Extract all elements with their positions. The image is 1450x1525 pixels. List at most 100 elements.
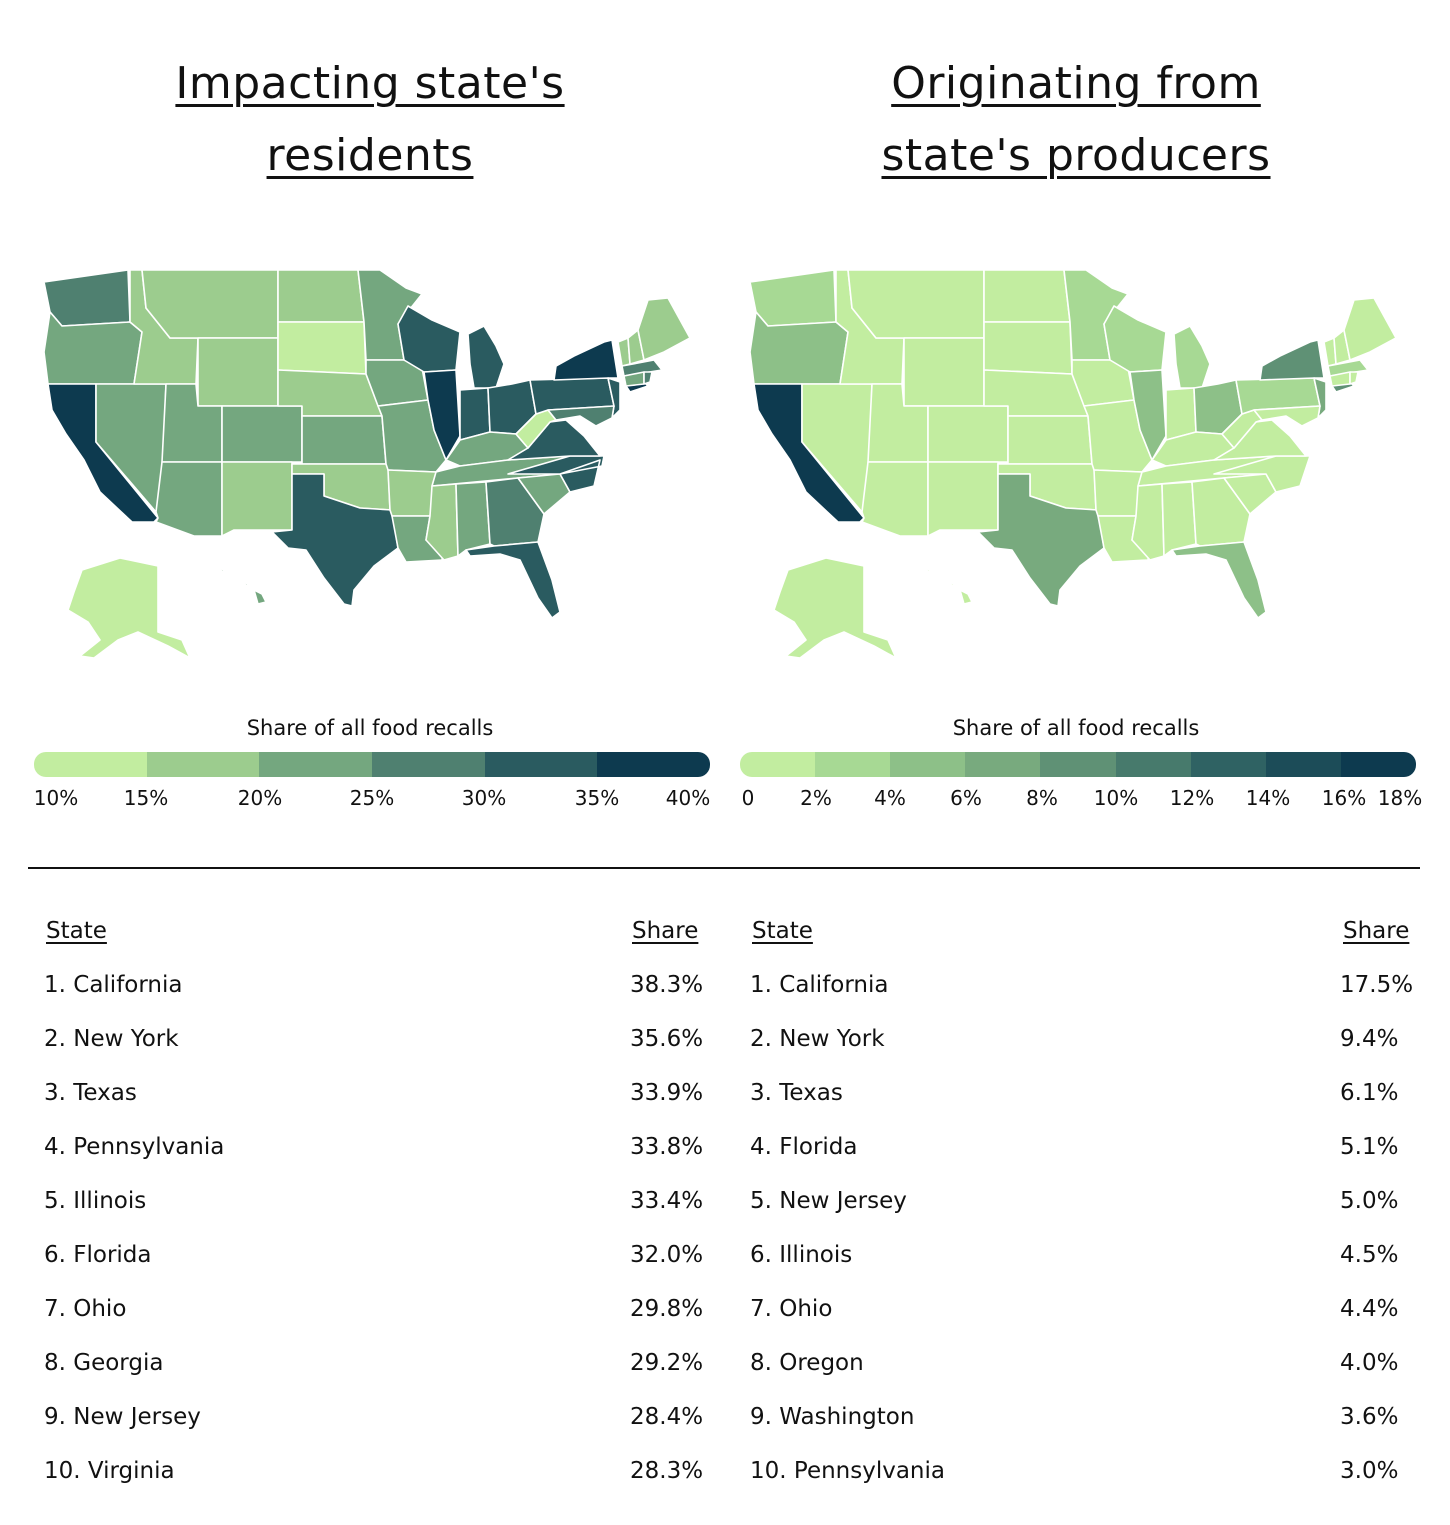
state-michigan [467, 325, 505, 389]
right-legend-tick: 18% [1377, 786, 1423, 810]
left-row-state: 4. Pennsylvania [44, 1134, 225, 1160]
left-row-state: 6. Florida [44, 1242, 152, 1268]
left-legend-title: Share of all food recalls [246, 716, 494, 740]
state-alabama [1161, 481, 1197, 557]
right-legend-title: Share of all food recalls [952, 716, 1200, 740]
left-legend-tick: 15% [123, 786, 169, 810]
left-row-state: 5. Illinois [44, 1188, 147, 1214]
left-legend-swatch-3 [372, 752, 485, 777]
state-rhode-island [1349, 371, 1359, 385]
state-florida [465, 541, 561, 619]
right-row-share: 5.0% [1340, 1188, 1399, 1214]
left-row-share: 29.2% [630, 1350, 704, 1376]
state-massachusetts [1327, 359, 1369, 377]
left-title-line1: Impacting state's [175, 58, 565, 109]
left-title-line2: residents [266, 130, 474, 181]
left-legend-swatch-0 [34, 752, 147, 777]
right-col-state: State [752, 918, 813, 944]
left-legend-tick: 20% [237, 786, 283, 810]
left-legend-tick: 10% [33, 786, 79, 810]
state-maryland [547, 405, 615, 427]
left-col-state: State [46, 918, 107, 944]
state-alabama [455, 481, 491, 557]
left-legend-ticks: 10% 15% 20% 25% 30% 35% 40% [34, 786, 710, 812]
state-arkansas [1093, 469, 1143, 517]
right-legend-tick: 8% [1026, 786, 1058, 810]
right-legend-tick: 12% [1169, 786, 1215, 810]
right-row-state: 6. Illinois [750, 1242, 853, 1268]
right-legend-ticks: 0 2% 4% 6% 8% 10% 12% 14% 16% 18% [740, 786, 1423, 812]
right-row-share: 5.1% [1340, 1134, 1399, 1160]
left-legend-tick: 25% [349, 786, 395, 810]
state-montana [141, 269, 279, 339]
right-row-share: 3.6% [1340, 1404, 1399, 1430]
state-north-dakota [277, 269, 365, 323]
right-legend-swatch-0 [740, 752, 816, 777]
right-legend-swatch-2 [890, 752, 966, 777]
right-title-line2: state's producers [881, 130, 1271, 181]
right-legend-tick: 6% [950, 786, 982, 810]
state-indiana [1165, 387, 1197, 441]
state-massachusetts [621, 359, 663, 377]
left-row-share: 32.0% [630, 1242, 704, 1268]
state-wisconsin [1103, 305, 1167, 373]
right-row-state: 2. New York [750, 1026, 885, 1052]
left-legend-swatch-1 [146, 752, 260, 777]
right-legend-swatch-7 [1265, 752, 1341, 777]
state-indiana [459, 387, 491, 441]
left-legend-tick: 35% [574, 786, 620, 810]
state-washington [43, 269, 131, 327]
right-legend-swatch-5 [1115, 752, 1191, 777]
right-row-share: 4.0% [1340, 1350, 1399, 1376]
state-montana [847, 269, 985, 339]
right-row-state: 7. Ohio [750, 1296, 833, 1322]
state-wyoming [903, 337, 985, 407]
state-arizona [861, 461, 929, 537]
right-legend-tick: 4% [874, 786, 906, 810]
section-divider [28, 867, 1420, 869]
left-row-state: 2. New York [44, 1026, 179, 1052]
state-new-jersey [607, 377, 621, 419]
state-wisconsin [397, 305, 461, 373]
right-row-state: 4. Florida [750, 1134, 858, 1160]
right-legend-swatch-8 [1340, 752, 1416, 777]
state-alaska [67, 557, 191, 659]
left-col-share: Share [632, 918, 699, 944]
right-legend-tick: 10% [1093, 786, 1139, 810]
left-row-share: 28.4% [630, 1404, 704, 1430]
right-row-share: 3.0% [1340, 1458, 1399, 1484]
right-row-state: 5. New Jersey [750, 1188, 907, 1214]
state-hawaii [925, 567, 973, 605]
left-us-map [43, 269, 691, 659]
right-row-share: 6.1% [1340, 1080, 1399, 1106]
state-texas [977, 473, 1105, 607]
right-row-state: 10. Pennsylvania [750, 1458, 945, 1484]
state-north-carolina [507, 455, 605, 493]
right-row-state: 8. Oregon [750, 1350, 864, 1376]
left-row-share: 38.3% [630, 972, 704, 998]
right-title-line1: Originating from [891, 58, 1261, 109]
state-maine [1343, 297, 1397, 361]
right-title: Originating from state's producers [726, 48, 1426, 192]
left-row-share: 29.8% [630, 1296, 704, 1322]
left-legend-swatch-4 [484, 752, 598, 777]
state-rhode-island [643, 371, 653, 385]
right-row-state: 1. California [750, 972, 889, 998]
state-arkansas [387, 469, 437, 517]
state-new-mexico [927, 461, 999, 537]
left-row-share: 33.4% [630, 1188, 704, 1214]
right-legend-tick: 0 [741, 786, 755, 810]
state-kansas [1007, 415, 1093, 465]
left-row-share: 33.9% [630, 1080, 704, 1106]
right-legend-swatch-3 [965, 752, 1041, 777]
left-legend-tick: 30% [461, 786, 507, 810]
state-michigan [1173, 325, 1211, 389]
state-south-dakota [277, 321, 367, 375]
right-row-state: 3. Texas [750, 1080, 843, 1106]
right-col-share: Share [1343, 918, 1410, 944]
right-legend-tick: 2% [800, 786, 832, 810]
left-row-state: 3. Texas [44, 1080, 137, 1106]
state-new-mexico [221, 461, 293, 537]
right-row-share: 4.4% [1340, 1296, 1399, 1322]
state-wyoming [197, 337, 279, 407]
